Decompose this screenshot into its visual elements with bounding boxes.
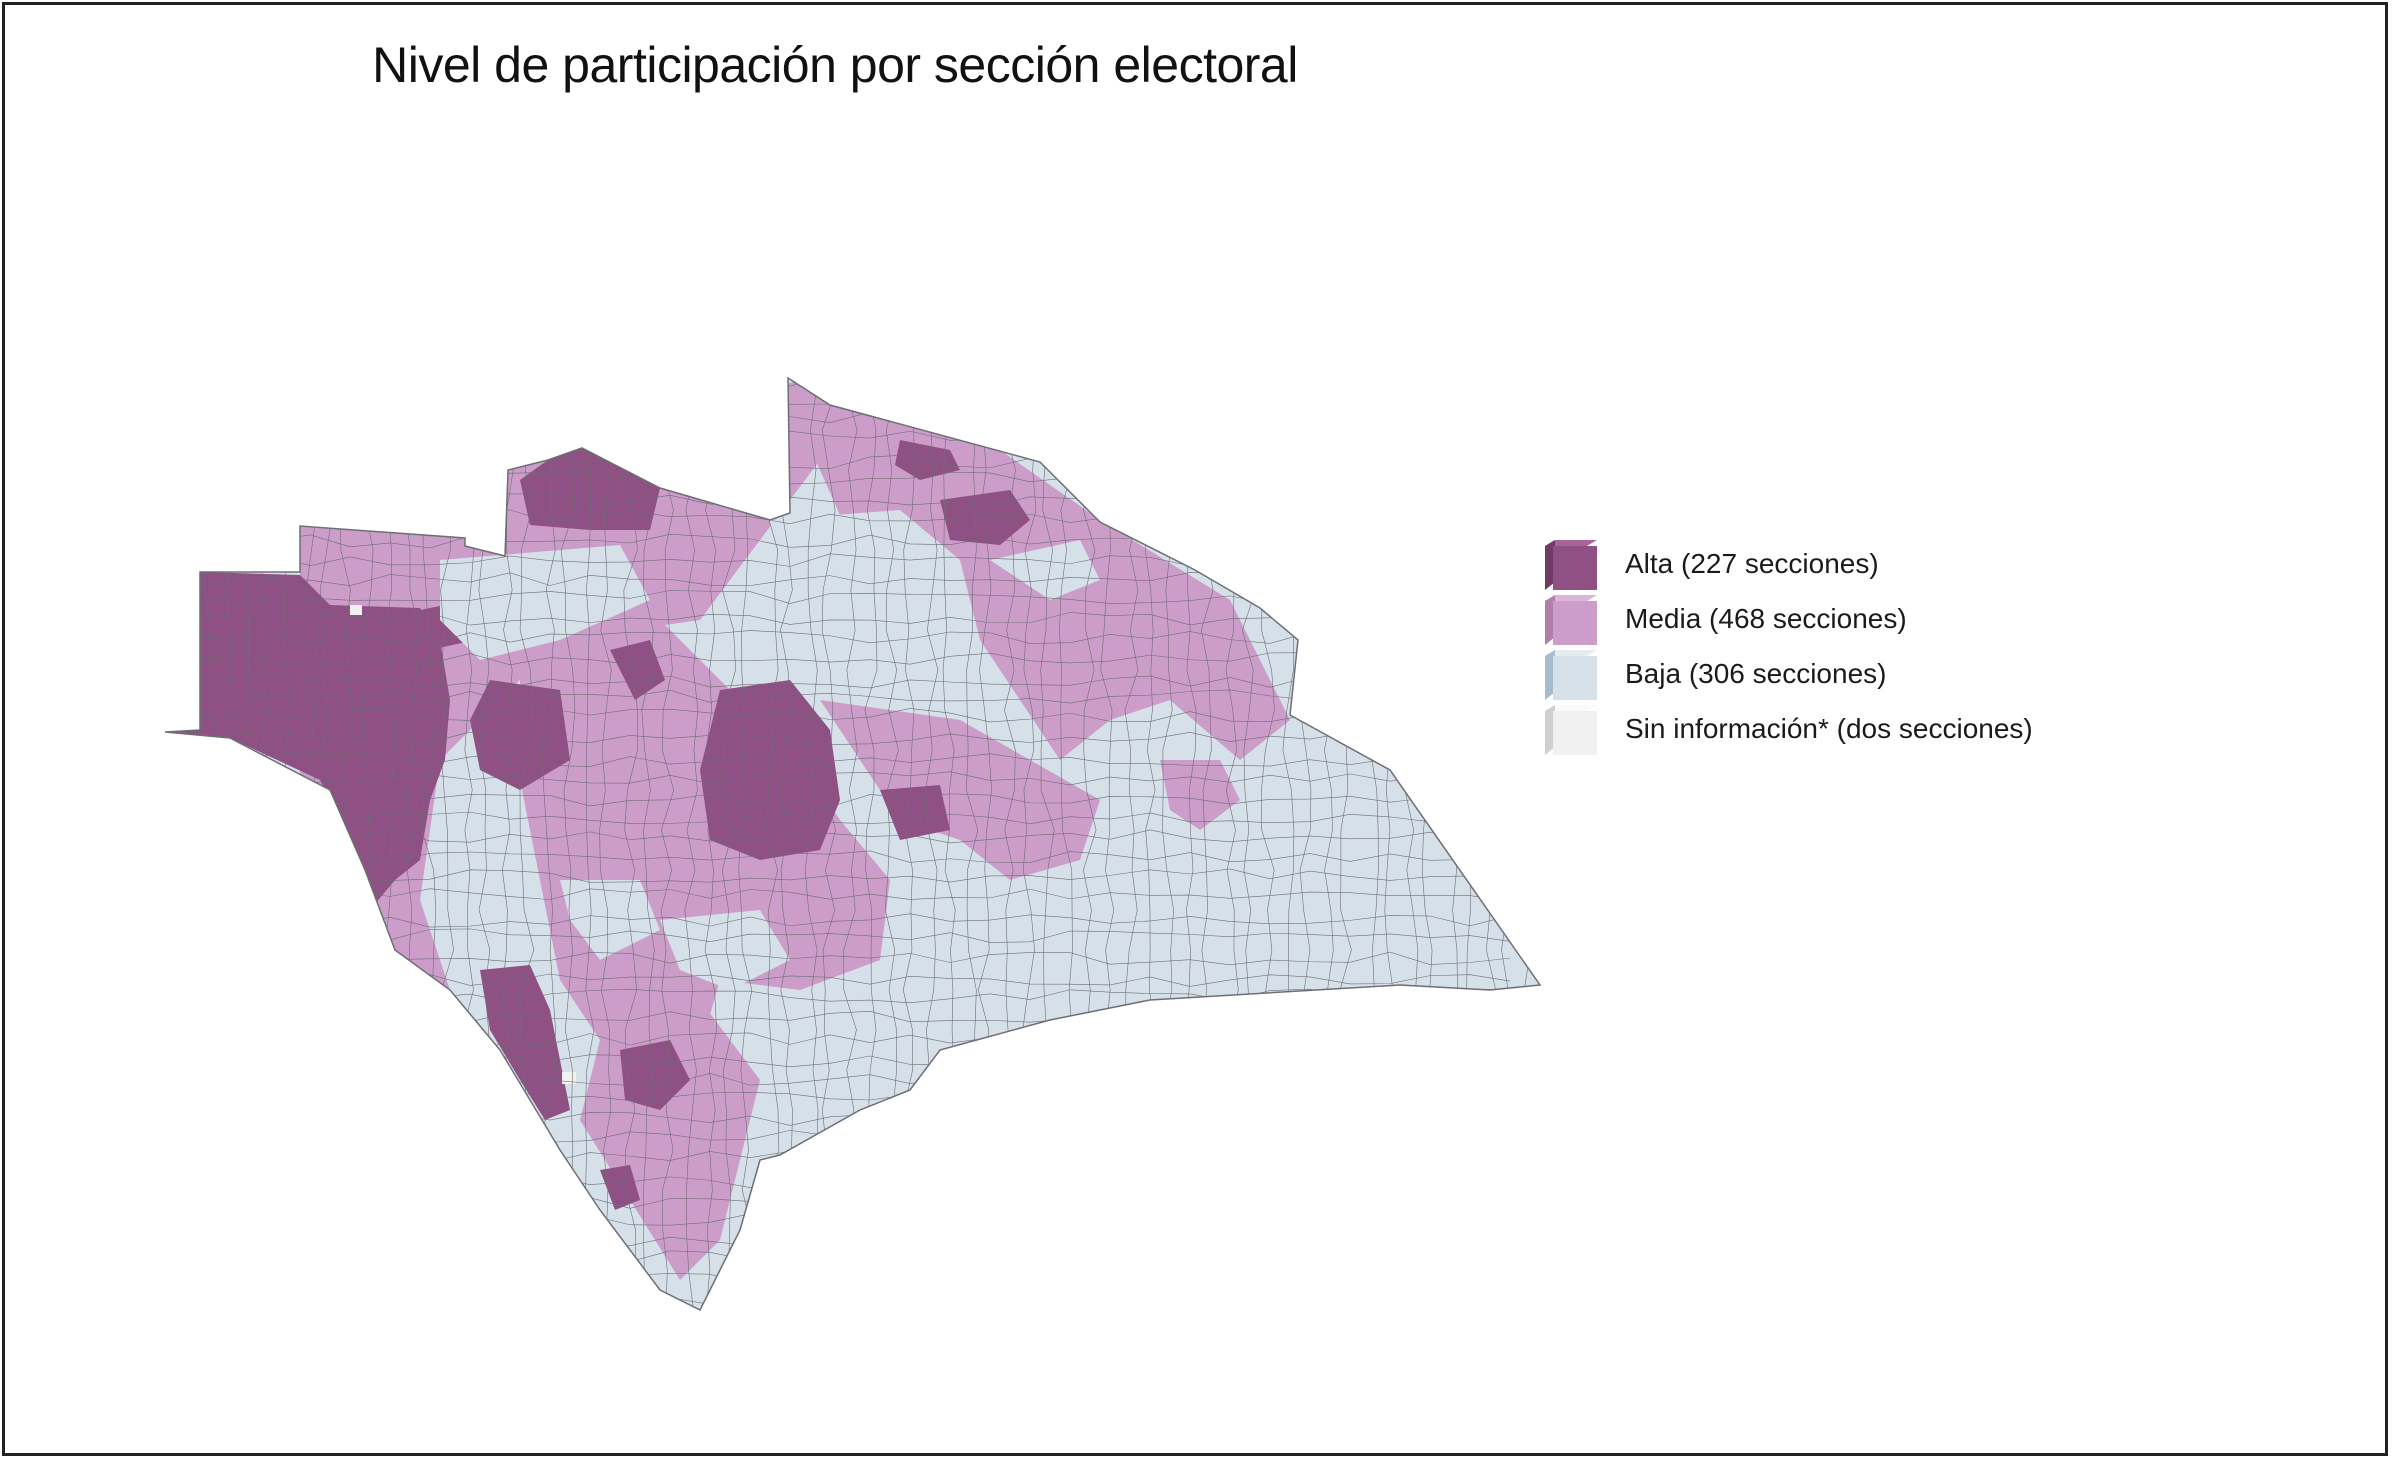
legend-item-baja: Baja (306 secciones) <box>1545 650 2145 700</box>
zone-baja <box>660 910 790 990</box>
section-border-line <box>1444 378 1458 1310</box>
section-border-line <box>584 378 599 1310</box>
legend-swatch-baja <box>1545 650 1597 700</box>
zone-alta <box>600 1165 640 1210</box>
legend-swatch-alta <box>1545 540 1597 590</box>
legend-swatch-media <box>1545 595 1597 645</box>
section-border-line <box>165 1235 1511 1248</box>
section-border-line <box>165 1147 1511 1163</box>
section-border-line <box>1523 378 1538 1310</box>
section-border-line <box>204 378 218 1310</box>
legend-label-media: Media (468 secciones) <box>1625 603 1907 634</box>
zone-media <box>300 380 820 1050</box>
zone-baja <box>990 540 1100 600</box>
section-border-line <box>165 850 1511 864</box>
zone-alta <box>620 1040 690 1110</box>
section-border-line <box>560 378 576 1310</box>
swatch-top-face <box>1545 705 1597 711</box>
section-border-line <box>165 674 1511 689</box>
zone-baja <box>560 880 660 960</box>
section-border-line <box>165 811 1511 825</box>
section-border-line <box>160 1312 1510 1325</box>
zone-sin-informacion <box>350 605 362 615</box>
section-border-line <box>165 378 176 1310</box>
section-border-line <box>165 1195 1511 1210</box>
section-border-line <box>659 378 675 1310</box>
legend-label-baja: Baja (306 secciones) <box>1625 658 1887 689</box>
map-title: Nivel de participación por sección elect… <box>372 37 1298 93</box>
swatch-side-face <box>1545 595 1555 645</box>
swatch-side-face <box>1545 650 1555 700</box>
zone-alta <box>610 640 665 700</box>
section-border-line <box>165 731 1511 745</box>
zone-alta <box>700 680 840 860</box>
swatch-front-face <box>1553 546 1597 590</box>
section-border-line <box>260 378 275 1310</box>
section-border-line <box>165 771 1511 786</box>
legend-item-alta: Alta (227 secciones) <box>1545 540 2145 590</box>
section-border-line <box>165 868 1511 883</box>
section-border-line <box>225 378 240 1310</box>
swatch-front-face <box>1553 601 1597 645</box>
swatch-top-face <box>1545 595 1597 601</box>
section-border-line <box>165 829 1511 844</box>
municipality-boundary <box>164 376 1542 1312</box>
section-border-line <box>165 1249 1511 1264</box>
section-border-line <box>165 630 1511 645</box>
section-border-line <box>165 689 1511 704</box>
legend-item-media: Media (468 secciones) <box>1545 595 2145 645</box>
zone-baja <box>440 545 650 660</box>
swatch-top-face <box>1545 540 1597 546</box>
legend-label-alta: Alta (227 secciones) <box>1625 548 1879 579</box>
section-border-line <box>1483 378 1498 1310</box>
section-border-line <box>684 378 699 1310</box>
section-border-line <box>623 378 638 1310</box>
zone-alta <box>880 785 950 840</box>
legend-item-sin-informacion: Sin información* (dos secciones) <box>1545 705 2145 755</box>
section-border-line <box>165 707 1511 723</box>
swatch-front-face <box>1553 656 1597 700</box>
section-border-line <box>641 378 655 1310</box>
section-border-line <box>182 378 196 1310</box>
section-border-line <box>278 378 293 1310</box>
section-border-line <box>165 1292 1511 1307</box>
section-border-line <box>1500 378 1514 1310</box>
section-border-line <box>165 1212 1511 1228</box>
section-border-line <box>165 652 1511 666</box>
zone-alta <box>520 448 660 530</box>
swatch-front-face <box>1553 711 1597 755</box>
section-border-line <box>165 1176 1511 1191</box>
section-border-line <box>340 378 353 1310</box>
legend-swatch-sin-informacion <box>1545 705 1597 755</box>
section-border-line <box>165 793 1511 808</box>
section-border-line <box>165 1130 1511 1145</box>
section-border-line <box>721 378 736 1310</box>
swatch-side-face <box>1545 540 1555 590</box>
section-border-line <box>165 888 1511 903</box>
zone-media <box>820 700 1100 880</box>
section-border-line <box>704 378 717 1310</box>
zone-alta <box>470 680 570 790</box>
section-border-line <box>599 378 613 1310</box>
section-border-line <box>238 378 252 1310</box>
section-border-line <box>1461 378 1476 1310</box>
zone-alta <box>480 965 570 1120</box>
section-border-line <box>165 1273 1511 1288</box>
zone-media <box>1160 760 1240 830</box>
section-border-line <box>165 753 1511 767</box>
section-border-line <box>305 378 320 1310</box>
section-border-line <box>319 378 334 1310</box>
section-border-line <box>1542 370 1556 1310</box>
zone-alta <box>165 572 450 910</box>
section-border-line <box>165 378 1511 387</box>
zone-media <box>520 600 890 1090</box>
swatch-side-face <box>1545 705 1555 755</box>
legend-label-sin-informacion: Sin información* (dos secciones) <box>1625 713 2033 744</box>
swatch-top-face <box>1545 650 1597 656</box>
